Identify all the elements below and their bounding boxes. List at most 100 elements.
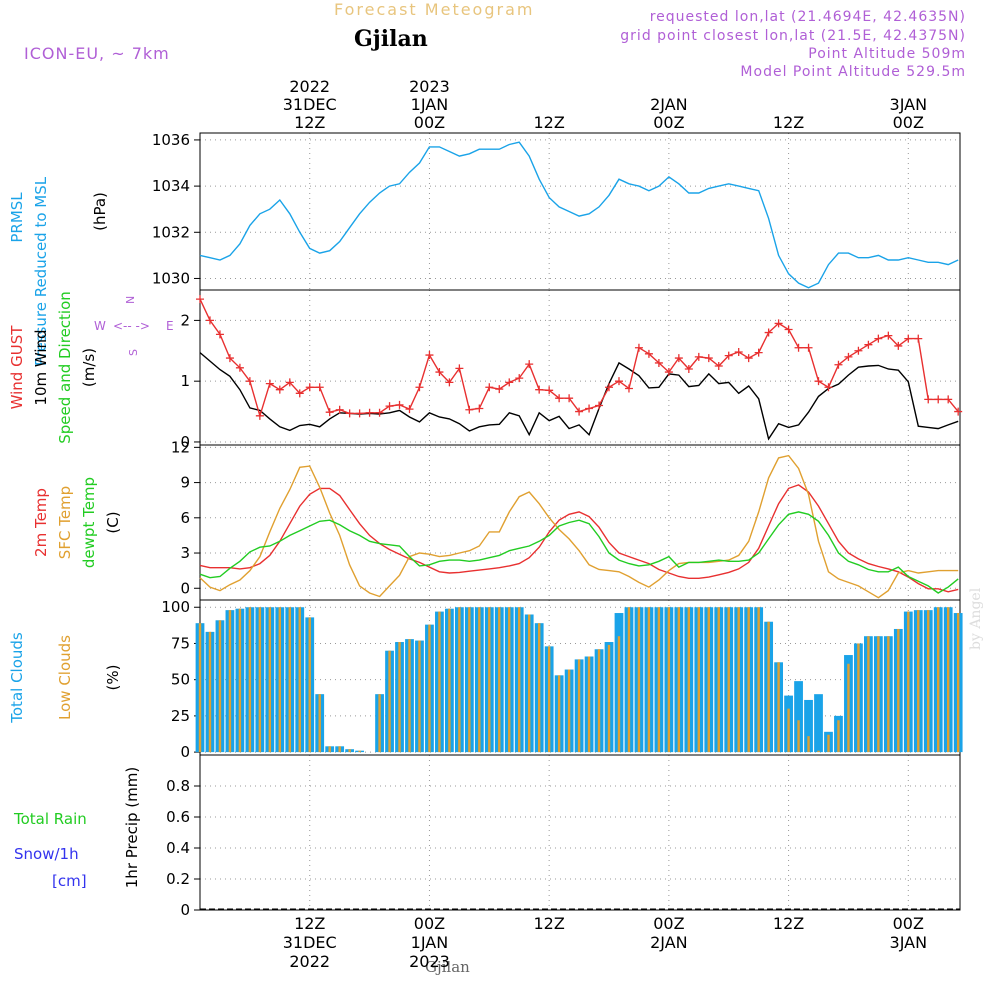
precip-tick-label: 0.2: [166, 870, 190, 888]
low-cloud-bar: [438, 611, 441, 753]
gust-marker: [684, 365, 693, 374]
meteogram-title: Forecast Meteogram: [334, 0, 535, 19]
wind-panel: 0 1 2 Wind GUST 10m Wind Speed and Direction (…: [8, 289, 963, 451]
top-time-label: 2JAN: [650, 95, 688, 114]
wind-tick-label: 0: [180, 433, 190, 451]
compass-west: W: [94, 319, 106, 333]
low-cloud-bar: [767, 621, 770, 753]
gust-marker: [475, 404, 484, 413]
low-cloud-bar: [717, 607, 720, 753]
compass-north: N: [124, 296, 137, 304]
clouds-tick-label: 75: [171, 634, 190, 652]
low-cloud-bar: [947, 607, 950, 753]
low-cloud-bar: [557, 675, 561, 753]
gust-marker: [315, 383, 324, 392]
low-cloud-bar: [667, 607, 671, 753]
gust-marker: [525, 360, 534, 369]
gust-marker: [545, 386, 554, 395]
precip-legend-item: Total Rain: [13, 810, 87, 828]
low-cloud-bar: [587, 656, 591, 753]
low-cloud-bar: [897, 628, 900, 753]
clouds-tick-label: 100: [161, 598, 190, 616]
bottom-time-label: 12Z: [533, 914, 564, 933]
gust-marker: [854, 346, 863, 355]
low-cloud-bar: [597, 649, 601, 753]
clouds-tick-label: 25: [171, 707, 190, 725]
gust-marker: [585, 404, 594, 413]
low-cloud-bar: [398, 642, 401, 753]
requested-coords: requested lon,lat (21.4694E, 42.4635N): [649, 9, 966, 25]
gust-marker: [415, 383, 424, 392]
gust-marker: [844, 352, 853, 361]
gust-marker: [365, 408, 374, 417]
gust-marker: [515, 374, 524, 383]
low-cloud-bar: [887, 636, 890, 753]
top-time-label: 12Z: [294, 113, 325, 132]
gust-marker: [435, 368, 444, 377]
precip-legend-item: [cm]: [52, 872, 87, 890]
pressure-tick-label: 1030: [152, 269, 190, 287]
gust-marker: [744, 354, 753, 363]
low-cloud-bar: [657, 607, 661, 753]
wind-line: [199, 352, 959, 441]
gust-marker: [894, 341, 903, 350]
pressure-line: [199, 141, 959, 289]
low-cloud-bar: [308, 617, 311, 753]
gust-marker: [455, 364, 464, 373]
temperature-frame: [199, 444, 961, 601]
top-time-label: 00Z: [414, 113, 445, 132]
gust-marker: [196, 295, 204, 304]
low-cloud-bar: [727, 607, 730, 753]
low-cloud-bar: [537, 623, 541, 753]
gust-marker: [405, 405, 414, 414]
temperature-tick-label: 3: [180, 544, 190, 562]
point-altitude: Point Altitude 509m: [808, 46, 966, 62]
gust-marker: [814, 377, 823, 386]
gust-marker: [634, 343, 643, 352]
low-cloud-bar: [637, 607, 641, 753]
top-time-label: 3JAN: [890, 95, 928, 114]
gust-marker: [704, 354, 713, 363]
gust-marker: [325, 408, 334, 417]
clouds-tick-label: 50: [171, 671, 190, 689]
gust-marker: [794, 343, 803, 352]
low-cloud-bar: [817, 750, 820, 753]
top-time-label: 00Z: [653, 113, 684, 132]
gust-marker: [624, 384, 633, 393]
gust-marker: [754, 348, 763, 357]
top-time-label: 12Z: [533, 113, 564, 132]
total-cloud-bar: [804, 699, 813, 753]
low-cloud-bar: [617, 636, 621, 753]
gust-marker: [305, 383, 314, 392]
low-cloud-bar: [448, 608, 451, 753]
low-cloud-bar: [208, 631, 212, 753]
gust-marker: [944, 395, 953, 404]
gust-marker: [245, 377, 254, 386]
low-cloud-bar: [787, 708, 790, 753]
gust-marker: [884, 331, 893, 340]
total-cloud-bar: [794, 681, 803, 753]
gust-marker: [535, 385, 544, 394]
wind-axis-label: Wind GUST: [8, 325, 26, 410]
temperature-tick-label: 9: [180, 474, 190, 492]
pressure-frame: [199, 132, 961, 291]
low-cloud-bar: [488, 607, 491, 753]
low-cloud-bar: [907, 611, 910, 753]
low-cloud-bar: [238, 608, 242, 753]
low-cloud-bar: [927, 610, 930, 753]
low-cloud-bar: [677, 607, 681, 753]
gust-marker: [764, 328, 773, 337]
gust-marker: [904, 334, 913, 343]
gust-marker: [694, 352, 703, 361]
gust-marker: [654, 358, 663, 367]
temperature-axis-label: SFC Temp: [56, 486, 74, 559]
gust-marker: [395, 400, 404, 409]
wind-frame: [199, 289, 961, 446]
low-cloud-bar: [378, 694, 381, 753]
dewpt-line: [199, 511, 959, 594]
bottom-time-label: 00Z: [893, 914, 924, 933]
low-cloud-bar: [827, 734, 830, 753]
gust-marker: [914, 334, 923, 343]
